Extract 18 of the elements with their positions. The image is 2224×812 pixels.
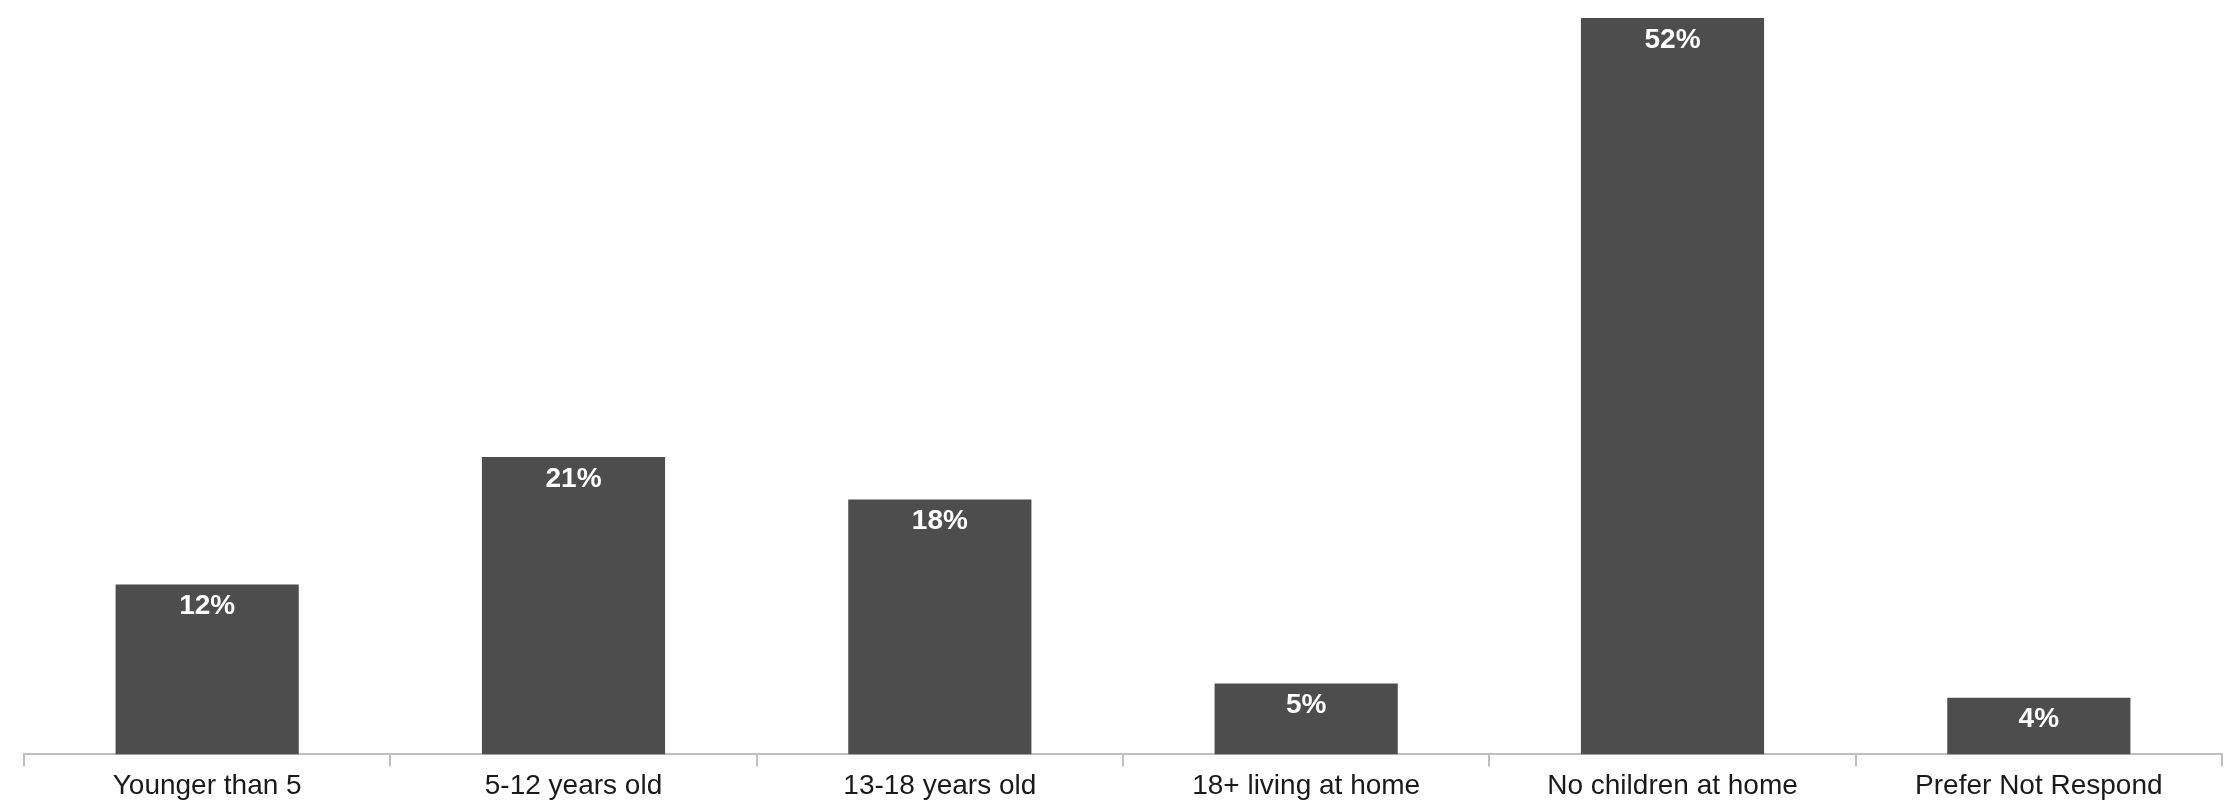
data-label: 5%	[1285, 688, 1327, 720]
bar	[1580, 18, 1765, 755]
bar	[848, 499, 1032, 755]
x-tick-label: 5-12 years old	[484, 768, 663, 800]
bar	[481, 457, 666, 755]
x-tick-label: 13-18 years old	[843, 768, 1037, 800]
x-tick-label: Younger than 5	[112, 768, 302, 800]
bar	[1214, 683, 1398, 755]
bar	[115, 584, 299, 755]
x-tick-label: 18+ living at home	[1192, 768, 1421, 800]
bar	[1947, 697, 2131, 755]
data-label: 18%	[911, 504, 968, 536]
data-label: 12%	[179, 589, 236, 621]
x-tick-label: Prefer Not Respond	[1915, 768, 2163, 800]
x-tick-label: No children at home	[1547, 768, 1798, 800]
data-label: 21%	[545, 461, 602, 493]
data-label: 52%	[1644, 22, 1701, 54]
data-label: 4%	[2018, 702, 2060, 734]
